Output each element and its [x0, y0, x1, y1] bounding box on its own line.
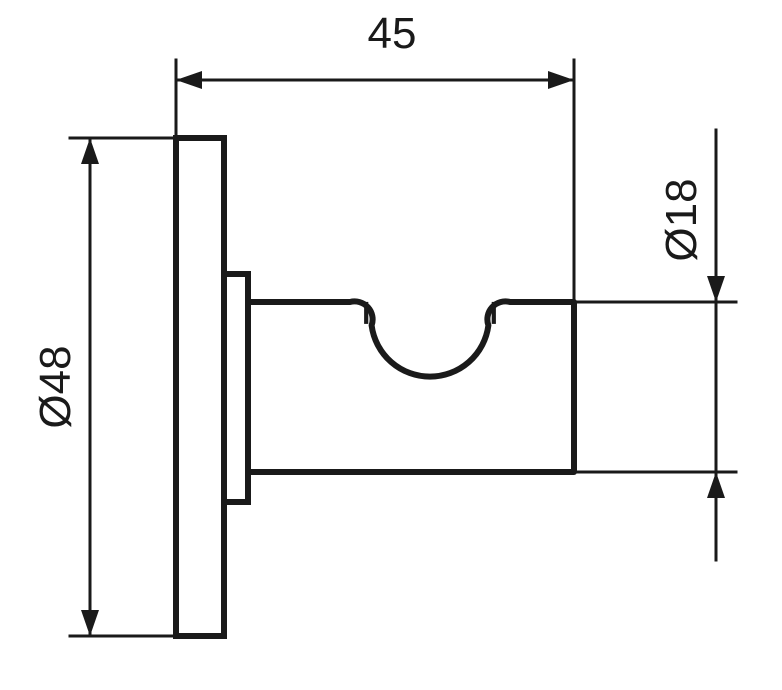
part-outline [176, 138, 574, 636]
technical-drawing: 45 Ø48 Ø18 [0, 0, 782, 690]
dim-label-bore-diameter: Ø18 [657, 178, 706, 261]
dim-label-width: 45 [368, 9, 417, 58]
dim-label-flange-diameter: Ø48 [31, 345, 80, 428]
dimensions: 45 Ø48 Ø18 [31, 9, 736, 636]
